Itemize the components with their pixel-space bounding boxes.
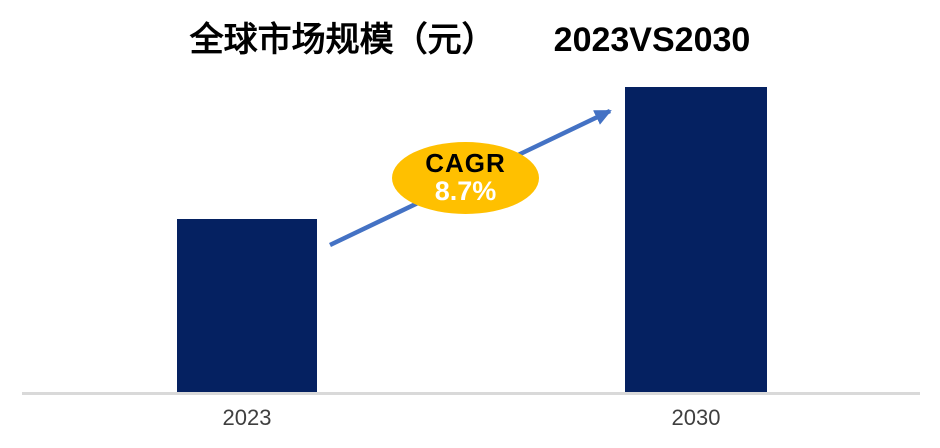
page-title: 全球市场规模（元） 2023VS2030 xyxy=(0,12,940,61)
cagr-label: CAGR xyxy=(425,148,506,179)
x-tick-2023: 2023 xyxy=(222,405,272,430)
x-axis-line xyxy=(22,392,920,395)
chart-title-main: 全球市场规模（元） xyxy=(189,21,496,59)
chart-title-comparison: 2023VS2030 xyxy=(553,21,751,59)
cagr-value: 8.7% xyxy=(434,176,497,207)
bar-2023 xyxy=(177,219,317,393)
bar-2030 xyxy=(625,87,767,393)
x-tick-2030: 2030 xyxy=(671,405,721,430)
cagr-badge: CAGR 8.7% xyxy=(392,142,539,214)
